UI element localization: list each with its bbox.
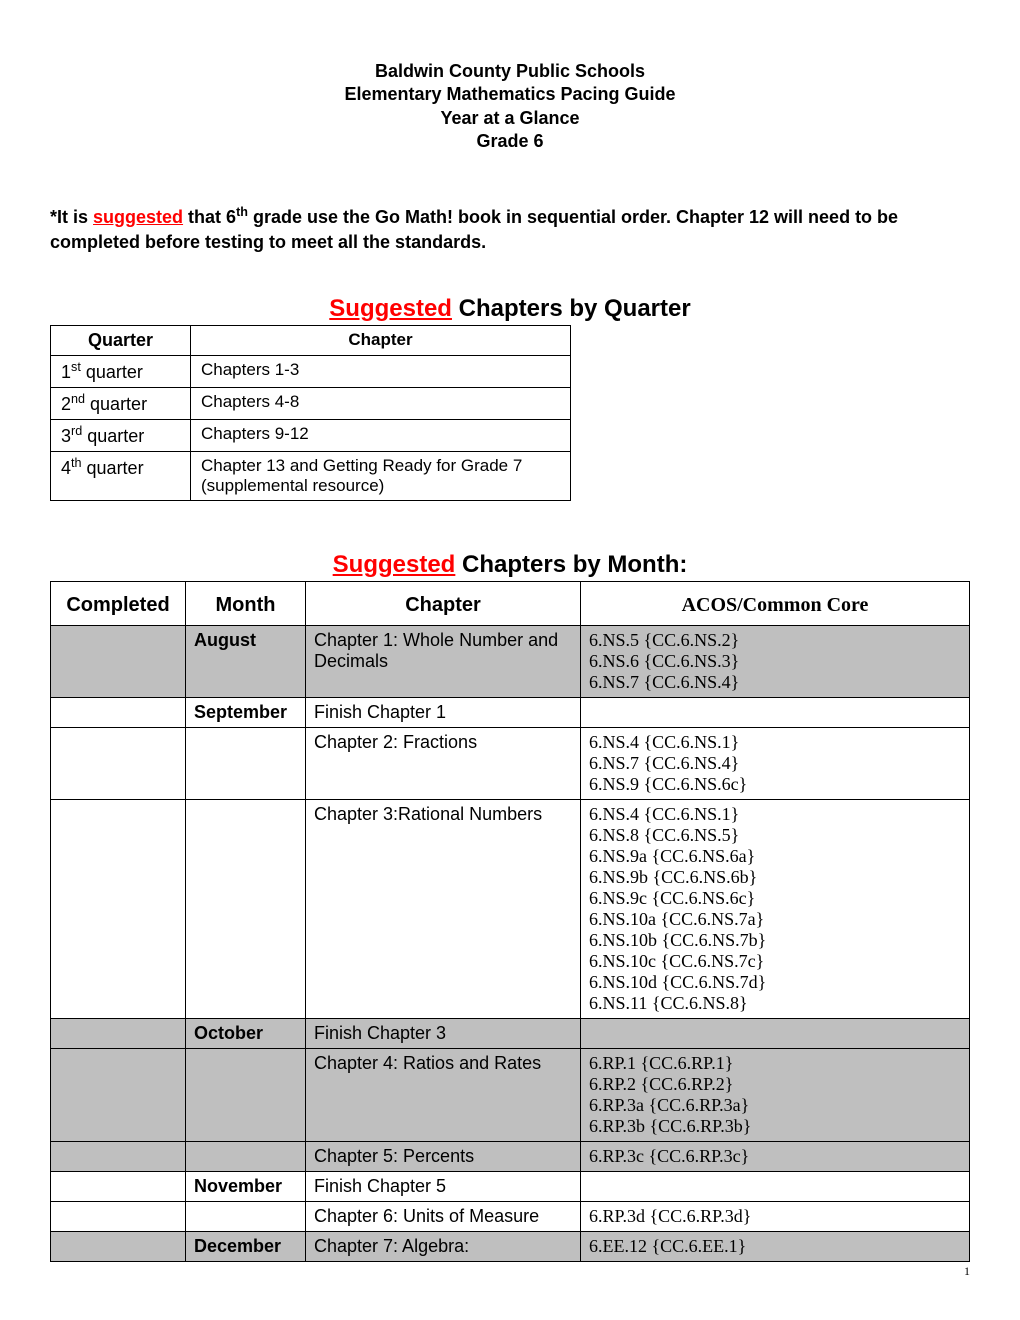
intro-th: th: [236, 205, 248, 219]
chapter-cell: Finish Chapter 3: [306, 1018, 581, 1048]
month-cell: November: [186, 1171, 306, 1201]
chapter-cell: Finish Chapter 5: [306, 1171, 581, 1201]
month-cell: [186, 1201, 306, 1231]
intro-suggested: suggested: [93, 207, 183, 227]
acos-cell: 6.RP.1 {CC.6.RP.1} 6.RP.2 {CC.6.RP.2} 6.…: [581, 1048, 970, 1141]
month-cell: September: [186, 697, 306, 727]
month-row: NovemberFinish Chapter 5: [51, 1171, 970, 1201]
chapter-cell: Chapter 4: Ratios and Rates: [306, 1048, 581, 1141]
acos-cell: [581, 1018, 970, 1048]
acos-cell: [581, 1171, 970, 1201]
month-title-red: Suggested: [333, 551, 456, 578]
intro-note: *It is suggested that 6th grade use the …: [50, 204, 970, 255]
month-cell: [186, 1048, 306, 1141]
quarter-chapter-cell: Chapters 4-8: [191, 387, 571, 419]
quarter-cell: 2nd quarter: [51, 387, 191, 419]
month-header-chapter: Chapter: [306, 581, 581, 625]
completed-cell: [51, 727, 186, 799]
acos-cell: [581, 697, 970, 727]
quarter-chapter-cell: Chapters 9-12: [191, 419, 571, 451]
month-row: Chapter 2: Fractions6.NS.4 {CC.6.NS.1} 6…: [51, 727, 970, 799]
header-line-2: Elementary Mathematics Pacing Guide: [50, 83, 970, 106]
month-header-completed: Completed: [51, 581, 186, 625]
month-header-acos: ACOS/Common Core: [581, 581, 970, 625]
completed-cell: [51, 1201, 186, 1231]
document-header: Baldwin County Public Schools Elementary…: [50, 60, 970, 154]
chapter-cell: Chapter 5: Percents: [306, 1141, 581, 1171]
header-line-4: Grade 6: [50, 130, 970, 153]
month-cell: August: [186, 625, 306, 697]
completed-cell: [51, 697, 186, 727]
acos-cell: 6.NS.4 {CC.6.NS.1} 6.NS.7 {CC.6.NS.4} 6.…: [581, 727, 970, 799]
month-cell: [186, 799, 306, 1018]
completed-cell: [51, 1018, 186, 1048]
month-row: SeptemberFinish Chapter 1: [51, 697, 970, 727]
quarter-section-title: Suggested Chapters by Quarter: [50, 295, 970, 323]
month-row: Chapter 3:Rational Numbers6.NS.4 {CC.6.N…: [51, 799, 970, 1018]
chapter-cell: Chapter 6: Units of Measure: [306, 1201, 581, 1231]
completed-cell: [51, 625, 186, 697]
chapter-cell: Chapter 3:Rational Numbers: [306, 799, 581, 1018]
quarter-row: 4th quarter Chapter 13 and Getting Ready…: [51, 451, 571, 500]
page-number: 1: [50, 1264, 970, 1279]
completed-cell: [51, 1231, 186, 1261]
header-line-1: Baldwin County Public Schools: [50, 60, 970, 83]
acos-cell: 6.NS.5 {CC.6.NS.2} 6.NS.6 {CC.6.NS.3} 6.…: [581, 625, 970, 697]
quarter-row: 1st quarter Chapters 1-3: [51, 355, 571, 387]
month-header-row: Completed Month Chapter ACOS/Common Core: [51, 581, 970, 625]
chapter-cell: Chapter 1: Whole Number and Decimals: [306, 625, 581, 697]
month-row: Chapter 5: Percents6.RP.3c {CC.6.RP.3c}: [51, 1141, 970, 1171]
intro-prefix: *It is: [50, 207, 93, 227]
completed-cell: [51, 1171, 186, 1201]
quarter-cell: 1st quarter: [51, 355, 191, 387]
quarter-header-quarter: Quarter: [51, 325, 191, 355]
month-row: Chapter 4: Ratios and Rates6.RP.1 {CC.6.…: [51, 1048, 970, 1141]
month-table: Completed Month Chapter ACOS/Common Core…: [50, 581, 970, 1262]
quarter-table: Quarter Chapter 1st quarter Chapters 1-3…: [50, 325, 571, 501]
acos-cell: 6.NS.4 {CC.6.NS.1} 6.NS.8 {CC.6.NS.5} 6.…: [581, 799, 970, 1018]
header-line-3: Year at a Glance: [50, 107, 970, 130]
month-cell: [186, 1141, 306, 1171]
intro-after: that 6: [183, 207, 236, 227]
month-title-rest: Chapters by Month:: [455, 551, 687, 578]
completed-cell: [51, 799, 186, 1018]
month-header-month: Month: [186, 581, 306, 625]
quarter-header-chapter: Chapter: [191, 325, 571, 355]
month-row: OctoberFinish Chapter 3: [51, 1018, 970, 1048]
chapter-cell: Chapter 7: Algebra:: [306, 1231, 581, 1261]
month-row: DecemberChapter 7: Algebra:6.EE.12 {CC.6…: [51, 1231, 970, 1261]
chapter-cell: Finish Chapter 1: [306, 697, 581, 727]
quarter-row: 2nd quarter Chapters 4-8: [51, 387, 571, 419]
month-row: AugustChapter 1: Whole Number and Decima…: [51, 625, 970, 697]
month-cell: December: [186, 1231, 306, 1261]
quarter-header-row: Quarter Chapter: [51, 325, 571, 355]
acos-cell: 6.RP.3c {CC.6.RP.3c}: [581, 1141, 970, 1171]
month-row: Chapter 6: Units of Measure6.RP.3d {CC.6…: [51, 1201, 970, 1231]
quarter-title-red: Suggested: [329, 295, 452, 322]
month-section-title: Suggested Chapters by Month:: [50, 551, 970, 579]
quarter-title-rest: Chapters by Quarter: [452, 295, 691, 322]
quarter-cell: 3rd quarter: [51, 419, 191, 451]
acos-cell: 6.EE.12 {CC.6.EE.1}: [581, 1231, 970, 1261]
quarter-cell: 4th quarter: [51, 451, 191, 500]
completed-cell: [51, 1048, 186, 1141]
completed-cell: [51, 1141, 186, 1171]
acos-cell: 6.RP.3d {CC.6.RP.3d}: [581, 1201, 970, 1231]
chapter-cell: Chapter 2: Fractions: [306, 727, 581, 799]
quarter-row: 3rd quarter Chapters 9-12: [51, 419, 571, 451]
quarter-chapter-cell: Chapter 13 and Getting Ready for Grade 7…: [191, 451, 571, 500]
month-cell: [186, 727, 306, 799]
quarter-chapter-cell: Chapters 1-3: [191, 355, 571, 387]
month-cell: October: [186, 1018, 306, 1048]
